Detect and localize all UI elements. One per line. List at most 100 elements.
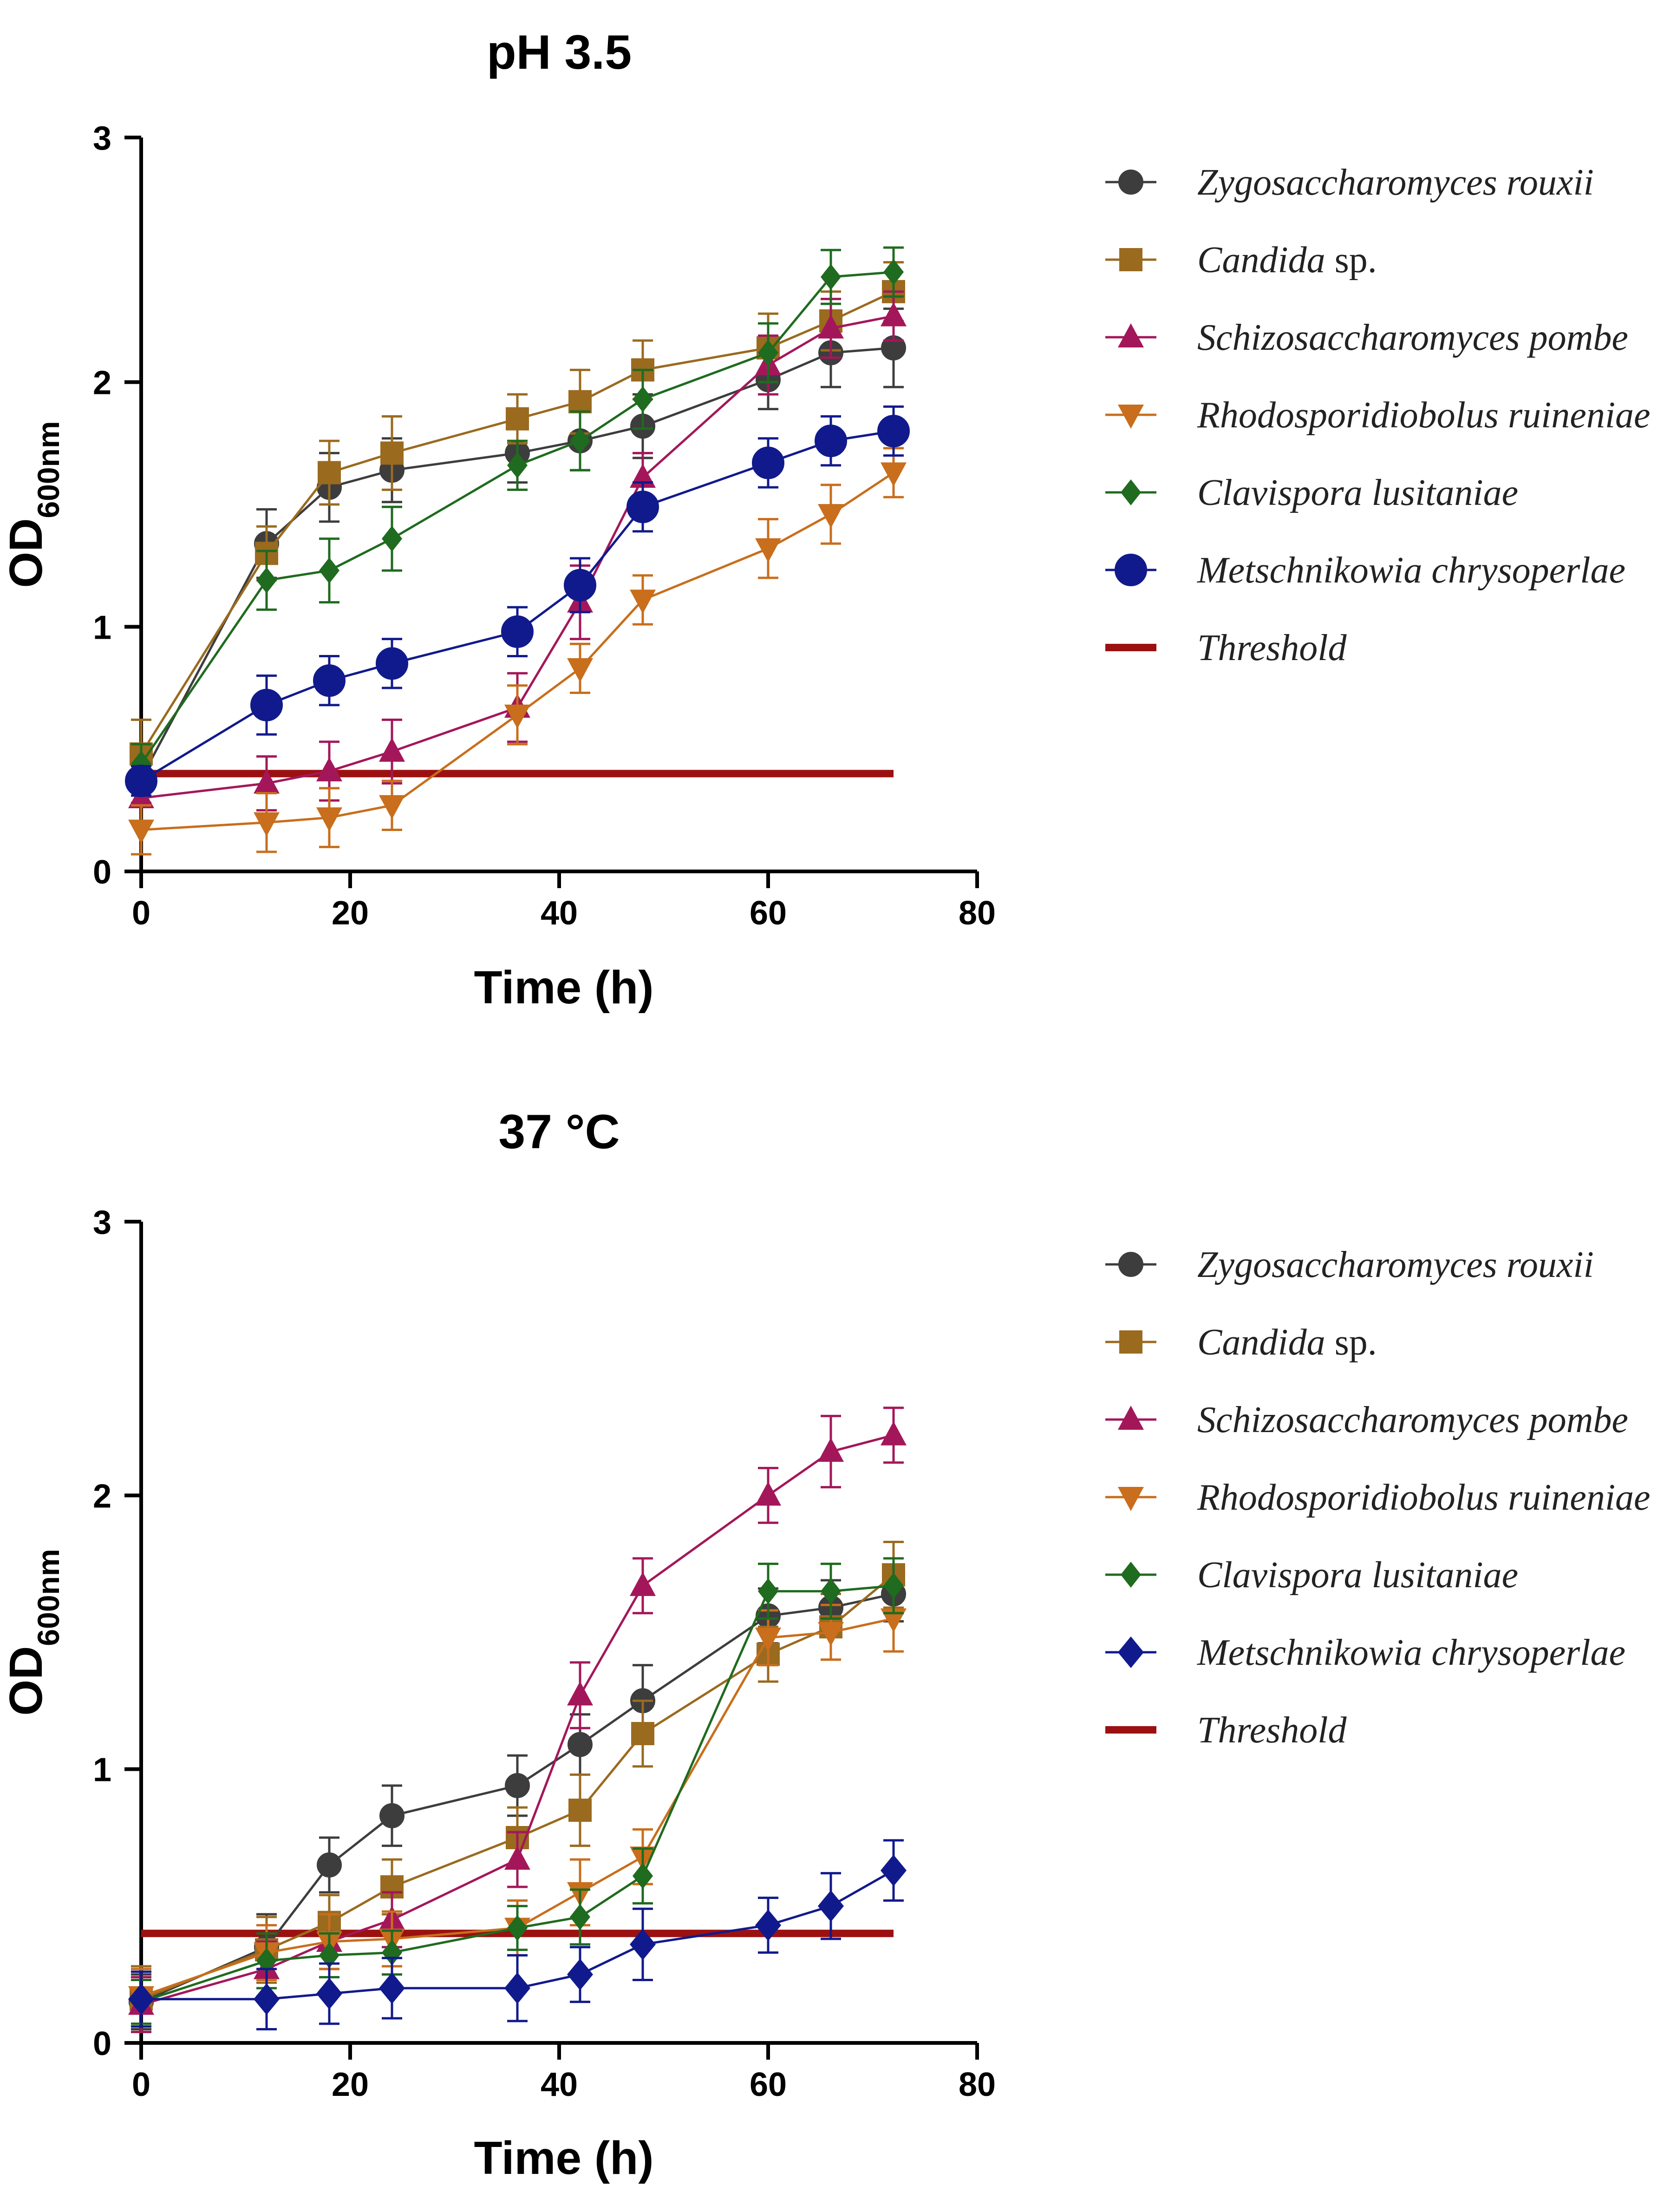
legend-marker [1121, 479, 1141, 505]
data-point [506, 407, 529, 431]
legend-label-italic: Candida [1197, 1322, 1325, 1363]
series-line [141, 1584, 894, 2003]
data-point [755, 1909, 781, 1941]
data-point [504, 1972, 530, 2004]
data-point [128, 819, 154, 844]
y-axis-label-subscript: 600nm [31, 421, 65, 518]
legend-marker [1118, 1487, 1144, 1511]
data-point [818, 504, 844, 529]
series-line [140, 347, 894, 779]
chart-title: 37 °C [498, 1105, 620, 1159]
legend-label: Clavispora lusitaniae [1197, 1555, 1518, 1596]
y-tick-label: 3 [93, 120, 111, 157]
legend-label: Rhodosporidiobolus ruineniae [1197, 395, 1651, 436]
data-point [254, 812, 280, 837]
series-line [141, 1574, 894, 2001]
data-point [570, 428, 590, 454]
data-point [568, 390, 592, 413]
series-metschnikowia-chrysoperlae [128, 1839, 907, 2031]
data-point [881, 302, 907, 327]
legend-threshold-label: Threshold [1197, 1710, 1347, 1751]
series-clavispora-lusitaniae [131, 1557, 904, 2025]
data-point [818, 1890, 844, 1922]
data-point [626, 491, 659, 524]
data-point [507, 1915, 528, 1941]
data-point [318, 461, 341, 484]
data-point [755, 538, 781, 563]
data-point [631, 1722, 654, 1746]
x-tick-label: 60 [750, 2066, 787, 2103]
legend-label-italic: Metschnikowia chrysoperlae [1197, 1632, 1625, 1673]
data-point [821, 1578, 841, 1604]
data-point [379, 1972, 405, 2004]
data-point [316, 807, 342, 832]
data-point [254, 1983, 280, 2015]
legend-label-italic: Rhodosporidiobolus ruineniae [1197, 1477, 1651, 1518]
data-point [633, 1863, 653, 1889]
chart-panel-ph: pH 3.5 0 1 2 3 0 20 40 60 80 Time (h) OD600nm Zygosa… [0, 26, 1651, 1014]
data-point [382, 525, 402, 552]
y-axis-label: OD600nm [0, 421, 65, 588]
data-point [630, 1571, 656, 1596]
y-tick-label: 3 [93, 1204, 111, 1241]
legend-marker [1115, 554, 1147, 586]
data-point [881, 1854, 907, 1886]
data-point [815, 425, 847, 458]
series-line [141, 1434, 894, 2006]
data-point [313, 664, 346, 697]
data-point [316, 757, 342, 782]
x-tick-label: 0 [132, 895, 150, 932]
data-point [379, 737, 405, 762]
data-point [883, 259, 904, 285]
legend-label-italic: Clavispora lusitaniae [1197, 1555, 1518, 1596]
data-point [379, 795, 405, 819]
data-point [818, 1438, 844, 1462]
legend-label-italic: Rhodosporidiobolus ruineniae [1197, 395, 1651, 436]
series-metschnikowia-chrysoperlae [125, 405, 910, 798]
series-line [141, 471, 894, 831]
legend-marker [1118, 1406, 1144, 1430]
data-point [501, 615, 534, 648]
y-tick-label: 1 [93, 609, 111, 646]
y-tick-label: 1 [93, 1752, 111, 1789]
data-point [633, 386, 653, 412]
legend-label-italic: Candida [1197, 240, 1325, 281]
legend-label: Candida sp. [1197, 240, 1377, 281]
x-tick-label: 40 [541, 895, 578, 932]
data-point [567, 1958, 593, 1990]
data-point [758, 1578, 778, 1604]
legend-label: Candida sp. [1197, 1322, 1377, 1363]
legend-label-italic: Schizosaccharomyces pombe [1197, 1400, 1628, 1440]
x-tick-label: 20 [332, 2066, 369, 2103]
data-point [821, 264, 841, 290]
data-point [319, 557, 339, 584]
series-line [140, 290, 894, 755]
series-line [140, 1593, 894, 2003]
y-tick-label: 0 [93, 854, 111, 891]
legend-marker [1118, 170, 1143, 195]
y-axis-label-subscript: 600nm [31, 1549, 65, 1646]
data-point [256, 567, 277, 594]
data-point [755, 1481, 781, 1506]
series-line [140, 271, 894, 765]
x-tick-label: 80 [959, 895, 996, 932]
data-point [507, 452, 528, 478]
data-point [319, 1942, 339, 1969]
data-point [567, 1681, 593, 1706]
data-point [881, 1608, 907, 1633]
y-tick-label: 2 [93, 365, 111, 402]
legend: Zygosaccharomyces rouxii Candida sp. Schiz… [1105, 162, 1651, 668]
legend: Zygosaccharomyces rouxii Candida sp. Schiz… [1105, 1244, 1651, 1751]
series-line [141, 315, 894, 799]
y-tick-label: 2 [93, 1478, 111, 1515]
legend-marker [1119, 1330, 1142, 1354]
data-point [570, 1904, 590, 1930]
data-point [881, 1421, 907, 1446]
data-point [752, 446, 784, 479]
legend-marker [1118, 1636, 1144, 1668]
data-point [818, 314, 844, 339]
x-tick-label: 20 [332, 895, 369, 932]
data-point [379, 1803, 405, 1828]
legend-label: Metschnikowia chrysoperlae [1197, 1632, 1625, 1673]
legend-label: Schizosaccharomyces pombe [1197, 317, 1628, 358]
